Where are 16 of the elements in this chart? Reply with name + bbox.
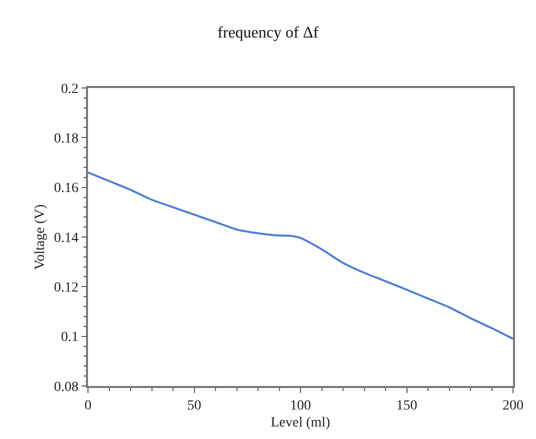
y-tick-label: 0.12	[54, 280, 78, 296]
x-tick-label: 0	[84, 398, 92, 414]
x-tick-label: 100	[290, 398, 311, 414]
x-axis-title: Level (ml)	[270, 415, 331, 430]
y-tick-label: 0.2	[60, 82, 78, 97]
x-tick-label: 150	[396, 398, 418, 414]
y-tick-label: 0.18	[54, 132, 78, 147]
x-tick-label: 200	[502, 398, 524, 414]
y-tick-label: 0.1	[60, 330, 78, 346]
chart-title: frequency of Δf	[218, 24, 320, 42]
y-tick-label: 0.14	[54, 230, 78, 246]
y-axis-title: Voltage (V)	[33, 204, 48, 270]
line-series	[88, 171, 513, 340]
y-tick-label: 0.16	[54, 181, 78, 196]
x-tick-label: 50	[187, 398, 202, 414]
y-tick-label: 0.08	[54, 380, 78, 395]
